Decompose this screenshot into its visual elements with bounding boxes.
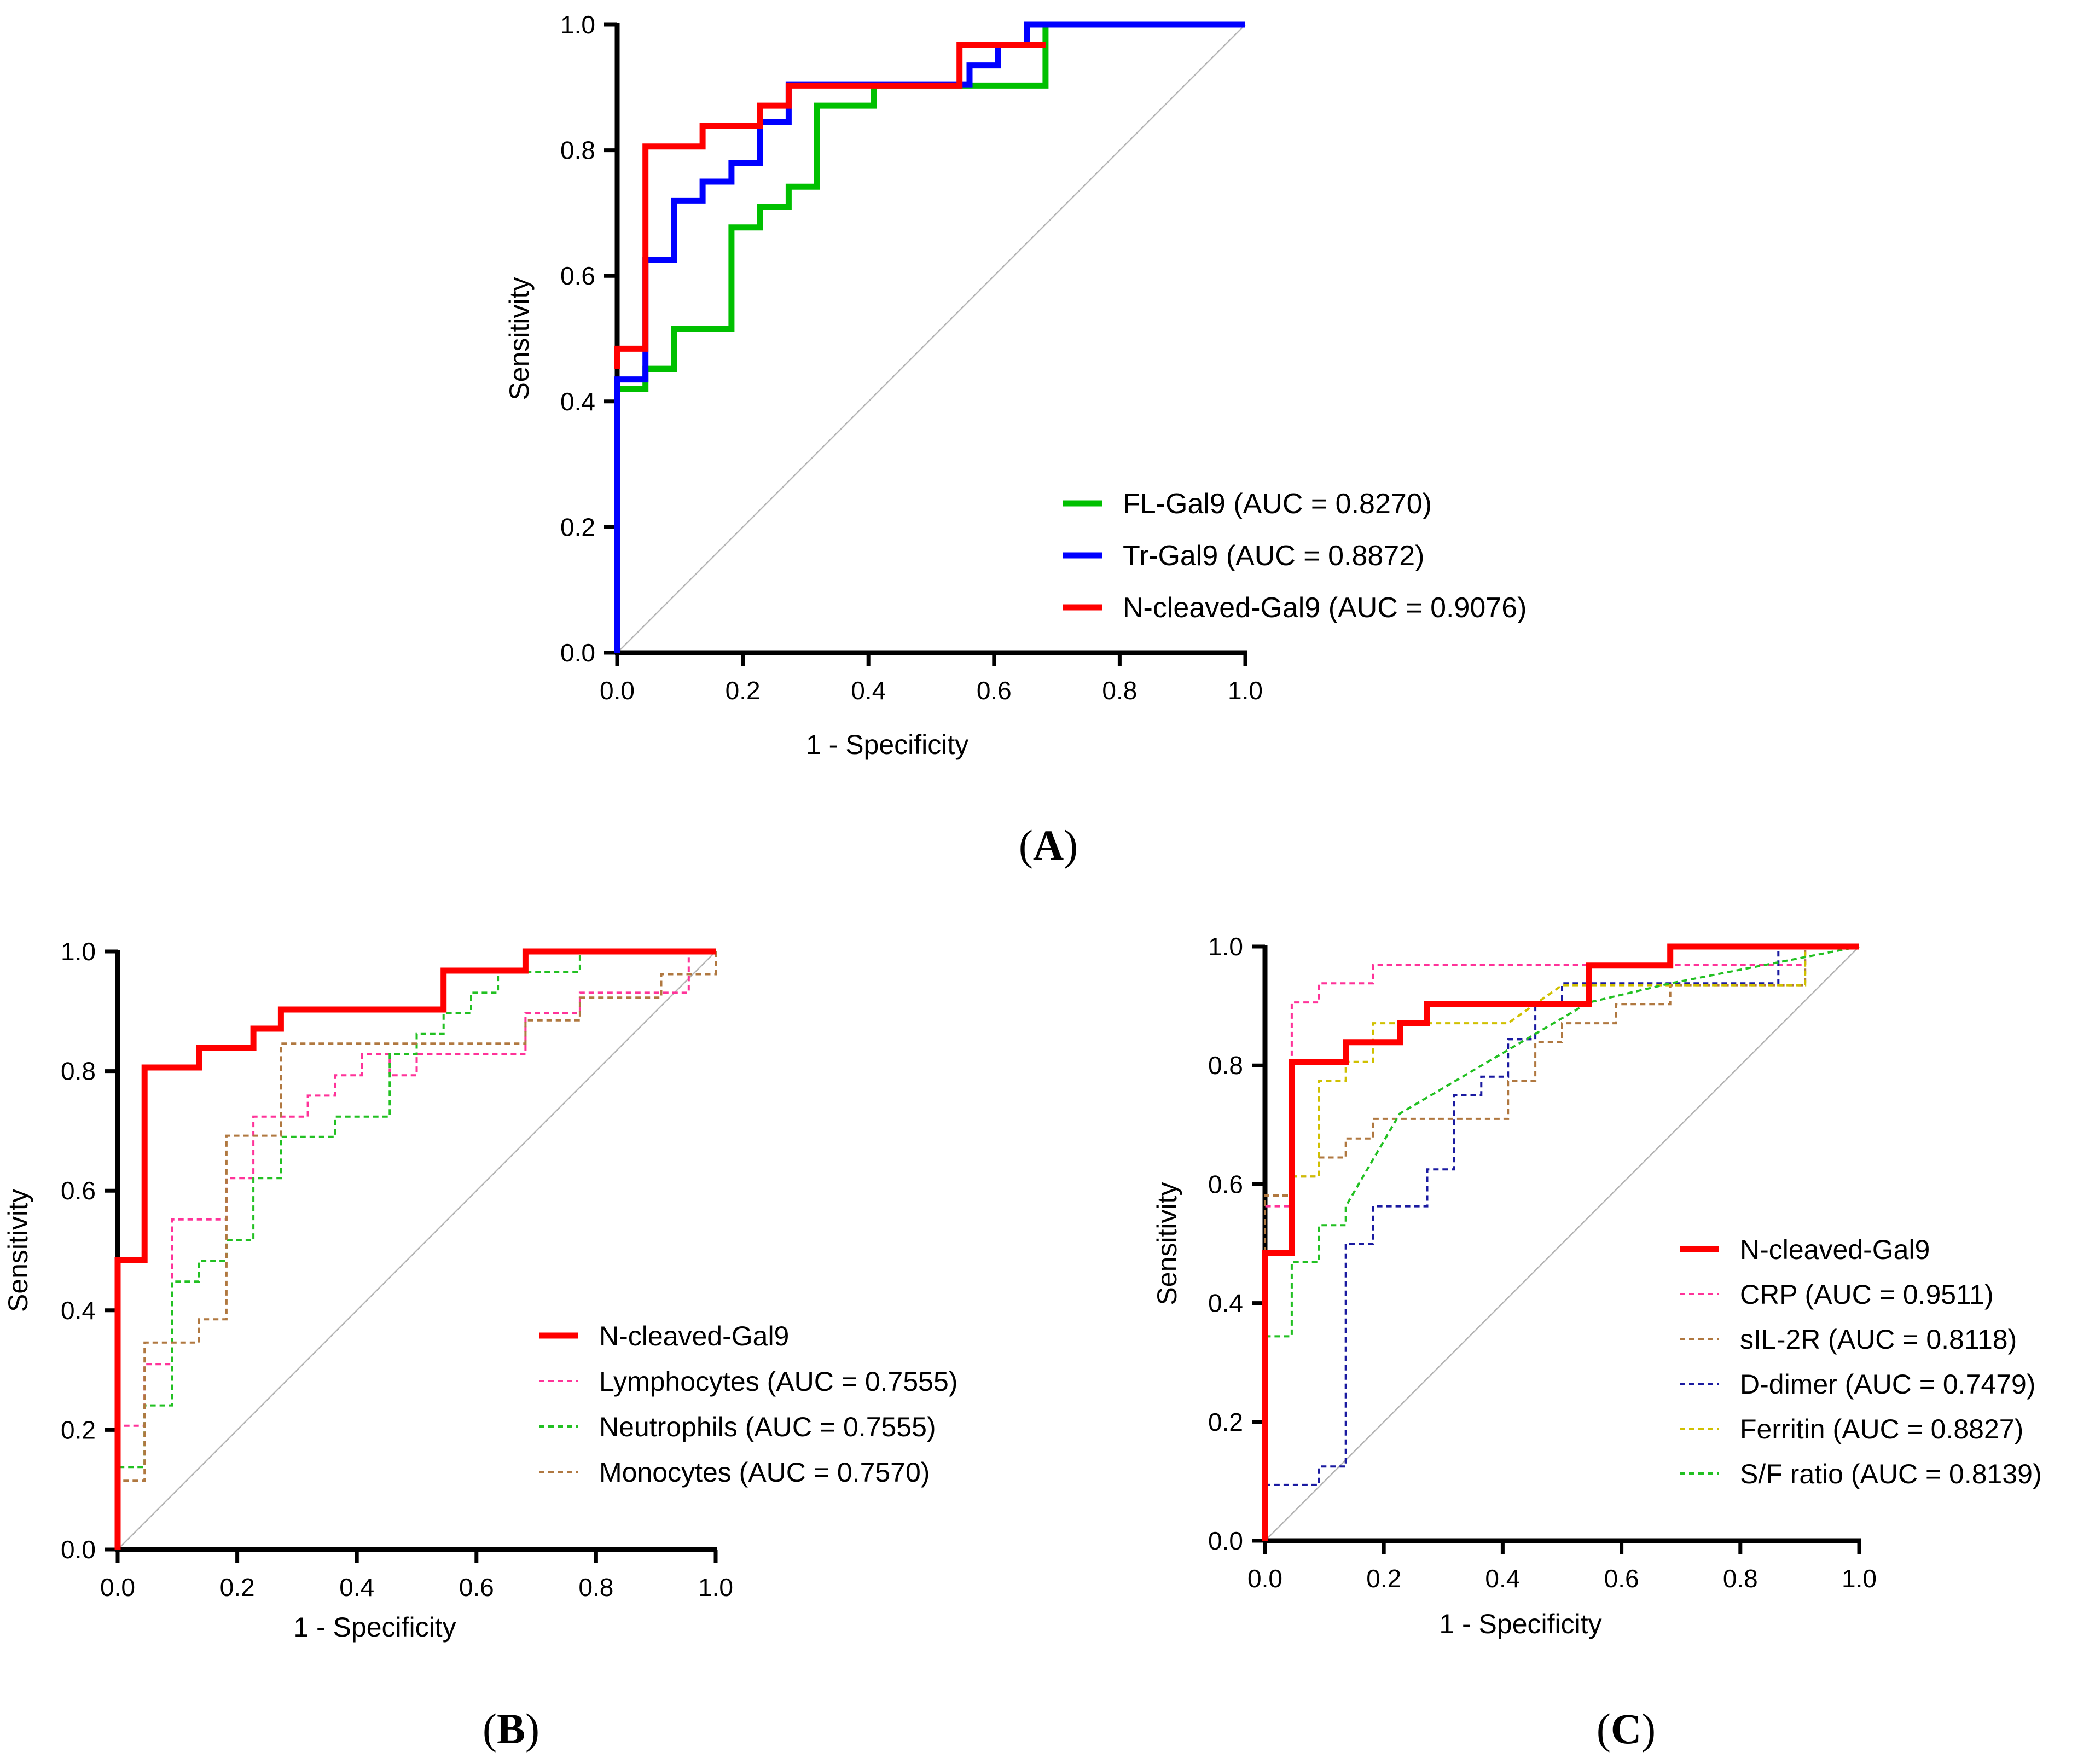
chart-c: 0.0 0.2 0.4 0.6 0.8 1.0 0.0 0.2 0.4 0.6 0.8 1.0 1 - … bbox=[1152, 932, 2042, 1639]
chart-c-reference-line bbox=[1264, 946, 1860, 1541]
chart-b-x-tick-label: 0.2 bbox=[220, 1573, 255, 1601]
chart-c-x-tick-label: 0.0 bbox=[1247, 1564, 1282, 1593]
chart-b-series-0-line bbox=[114, 948, 716, 1550]
chart-c-series-2-line bbox=[1264, 945, 1859, 1541]
chart-c-x-tick-label: 0.8 bbox=[1723, 1564, 1758, 1593]
chart-b-x-tick-label: 0.4 bbox=[339, 1573, 374, 1601]
chart-a-legend-label-1: Tr-Gal9 (AUC = 0.8872) bbox=[1123, 540, 1424, 572]
chart-c-y-tick-label: 0.8 bbox=[1208, 1051, 1243, 1080]
chart-c-y-axis-label: Sensitivity bbox=[1152, 1182, 1182, 1305]
chart-a-x-tick-label: 0.2 bbox=[726, 676, 761, 705]
chart-b-x-tick-label: 1.0 bbox=[698, 1573, 733, 1601]
chart-b-x-tick-label: 0.6 bbox=[459, 1573, 494, 1601]
chart-b-x-tick-label: 0.0 bbox=[100, 1573, 135, 1601]
chart-c-y-tick-label: 1.0 bbox=[1208, 932, 1243, 961]
chart-c-y-tick-label: 0.4 bbox=[1208, 1289, 1243, 1318]
chart-b-legend-label-0: N-cleaved-Gal9 bbox=[599, 1321, 789, 1351]
chart-b-series-1-line bbox=[117, 950, 716, 1550]
chart-c-y-tick-label: 0.2 bbox=[1208, 1408, 1243, 1436]
chart-c-legend-label-5: S/F ratio (AUC = 0.8139) bbox=[1740, 1459, 2042, 1489]
chart-a-series-0-line bbox=[617, 21, 1245, 392]
chart-c-y-tick-label: 0.0 bbox=[1208, 1527, 1243, 1555]
chart-a-y-tick-label: 0.0 bbox=[560, 639, 595, 667]
chart-b-legend-label-2: Neutrophils (AUC = 0.7555) bbox=[599, 1412, 936, 1442]
chart-a-reference-line bbox=[617, 24, 1246, 653]
chart-c-x-axis-label: 1 - Specificity bbox=[1439, 1609, 1601, 1639]
chart-b-y-tick-label: 1.0 bbox=[61, 937, 96, 966]
panel-label-c: (C) bbox=[1596, 1705, 1656, 1753]
chart-c-x-tick-label: 0.4 bbox=[1485, 1564, 1520, 1593]
panel-label-b: (B) bbox=[483, 1705, 539, 1753]
chart-b-y-tick-label: 0.0 bbox=[61, 1535, 96, 1564]
chart-c-x-tick-label: 0.6 bbox=[1604, 1564, 1639, 1593]
chart-a-x-tick-label: 0.4 bbox=[851, 676, 886, 705]
chart-a-x-axis-label: 1 - Specificity bbox=[806, 729, 968, 760]
chart-a-series-2-line bbox=[614, 42, 1046, 369]
chart-b-x-axis-label: 1 - Specificity bbox=[293, 1612, 456, 1643]
chart-a-x-tick-label: 1.0 bbox=[1228, 676, 1263, 705]
chart-a-y-tick-label: 0.6 bbox=[560, 262, 595, 290]
chart-b: 0.0 0.2 0.4 0.6 0.8 1.0 0.0 0.2 0.4 0.6 0.8 1.0 1 - … bbox=[3, 937, 957, 1643]
chart-c-series-0-line bbox=[1262, 943, 1859, 1541]
chart-a-y-tick-label: 0.4 bbox=[560, 387, 595, 416]
chart-c-legend-label-0: N-cleaved-Gal9 bbox=[1740, 1234, 1930, 1265]
chart-c-series-3-line bbox=[1264, 945, 1859, 1541]
chart-c-legend-label-3: D-dimer (AUC = 0.7479) bbox=[1740, 1369, 2035, 1400]
chart-a-x-tick-label: 0.6 bbox=[977, 676, 1012, 705]
chart-c-x-tick-label: 0.2 bbox=[1366, 1564, 1401, 1593]
chart-a-series-1-line bbox=[614, 21, 1245, 653]
chart-b-x-tick-label: 0.8 bbox=[578, 1573, 613, 1601]
chart-a-y-axis-label: Sensitivity bbox=[504, 277, 535, 400]
chart-a-legend-label-2: N-cleaved-Gal9 (AUC = 0.9076) bbox=[1123, 592, 1527, 624]
chart-b-series-2-line bbox=[117, 950, 716, 1550]
chart-b-series-3-line bbox=[117, 951, 717, 1550]
chart-a-legend-label-0: FL-Gal9 (AUC = 0.8270) bbox=[1123, 488, 1432, 520]
chart-b-legend-label-3: Monocytes (AUC = 0.7570) bbox=[599, 1457, 930, 1488]
chart-b-y-axis-label: Sensitivity bbox=[3, 1189, 33, 1312]
chart-a-x-tick-label: 0.0 bbox=[600, 676, 635, 705]
chart-c-legend-label-2: sIL-2R (AUC = 0.8118) bbox=[1740, 1324, 2017, 1355]
chart-a-y-tick-label: 0.8 bbox=[560, 136, 595, 165]
chart-c-legend-label-1: CRP (AUC = 0.9511) bbox=[1740, 1279, 1994, 1310]
chart-c-legend-label-4: Ferritin (AUC = 0.8827) bbox=[1740, 1414, 2023, 1444]
chart-c-series-5-line bbox=[1264, 945, 1860, 1541]
chart-c-y-tick-label: 0.6 bbox=[1208, 1170, 1243, 1198]
chart-a: 0.0 0.2 0.4 0.6 0.8 1.0 0.0 0.2 0.4 0.6 0.8 1.0 1 - … bbox=[504, 10, 1527, 760]
chart-b-y-tick-label: 0.2 bbox=[61, 1415, 96, 1444]
chart-b-legend-label-1: Lymphocytes (AUC = 0.7555) bbox=[599, 1366, 957, 1397]
chart-a-x-tick-label: 0.8 bbox=[1102, 676, 1137, 705]
chart-c-x-tick-label: 1.0 bbox=[1842, 1564, 1877, 1593]
chart-a-y-tick-label: 1.0 bbox=[560, 10, 595, 39]
chart-b-y-tick-label: 0.6 bbox=[61, 1176, 96, 1205]
chart-b-y-tick-label: 0.4 bbox=[61, 1296, 96, 1325]
chart-b-reference-line bbox=[117, 951, 716, 1550]
chart-a-y-tick-label: 0.2 bbox=[560, 513, 595, 541]
panel-label-a: (A) bbox=[1018, 821, 1078, 869]
chart-b-y-tick-label: 0.8 bbox=[61, 1057, 96, 1086]
